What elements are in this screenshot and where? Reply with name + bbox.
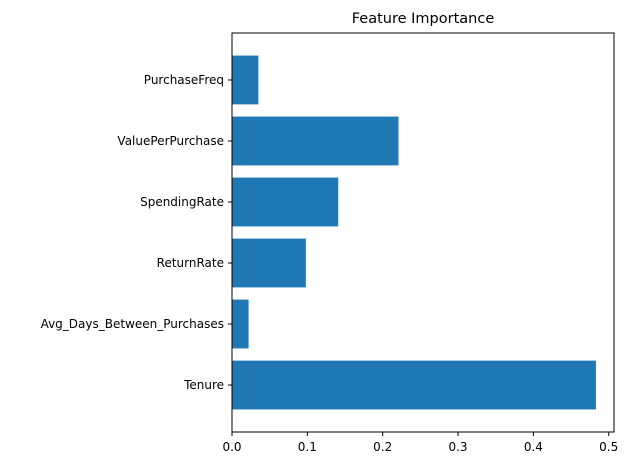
- y-tick-label: ValuePerPurchase: [117, 134, 224, 148]
- bar-returnrate: [232, 238, 306, 288]
- y-axis-ticks: Tenure Avg_Days_Between_Purchases ReturnRa…: [41, 73, 232, 392]
- x-tick-label: 0.3: [448, 440, 467, 454]
- y-tick-label: ReturnRate: [157, 256, 224, 270]
- x-tick-label: 0.1: [298, 440, 317, 454]
- bar-valueperpurchase: [232, 116, 399, 166]
- bar-tenure: [232, 360, 596, 410]
- x-tick-label: 0.0: [222, 440, 241, 454]
- x-tick-label: 0.4: [524, 440, 543, 454]
- bar-avg-days-between-purchases: [232, 299, 249, 349]
- y-tick-label: PurchaseFreq: [144, 73, 224, 87]
- x-axis-ticks: 0.0 0.1 0.2 0.3 0.4 0.5: [222, 432, 618, 454]
- x-tick-label: 0.5: [599, 440, 618, 454]
- plot-frame: [231, 32, 615, 433]
- y-tick-label: Tenure: [183, 378, 224, 392]
- y-tick-label: SpendingRate: [140, 195, 224, 209]
- bars-group: [232, 55, 596, 410]
- bar-purchasefreq: [232, 55, 259, 105]
- x-tick-label: 0.2: [373, 440, 392, 454]
- chart-title: Feature Importance: [352, 11, 495, 27]
- bar-spendingrate: [232, 177, 339, 227]
- y-tick-label: Avg_Days_Between_Purchases: [41, 317, 224, 331]
